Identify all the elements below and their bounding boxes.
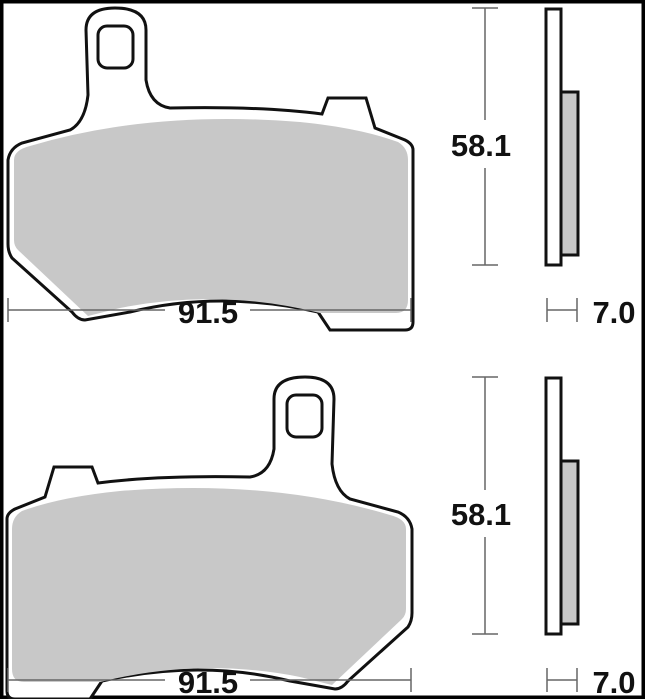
width-label: 91.5 xyxy=(178,295,238,330)
width-dimension xyxy=(7,668,412,692)
thickness-dimension xyxy=(546,298,578,322)
width-dimension xyxy=(7,298,412,322)
height-dimension xyxy=(472,7,498,266)
thickness-label: 7.0 xyxy=(592,665,635,699)
height-dimension xyxy=(472,376,498,635)
height-label: 58.1 xyxy=(451,128,511,163)
pad-view-top: 58.1 91.5 7.0 xyxy=(6,6,636,332)
thickness-label: 7.0 xyxy=(592,295,635,330)
width-label: 91.5 xyxy=(178,665,238,699)
thickness-dimension xyxy=(546,668,578,692)
height-label: 58.1 xyxy=(451,497,511,532)
pad-view-bottom: 58.1 91.5 7.0 xyxy=(5,375,636,699)
